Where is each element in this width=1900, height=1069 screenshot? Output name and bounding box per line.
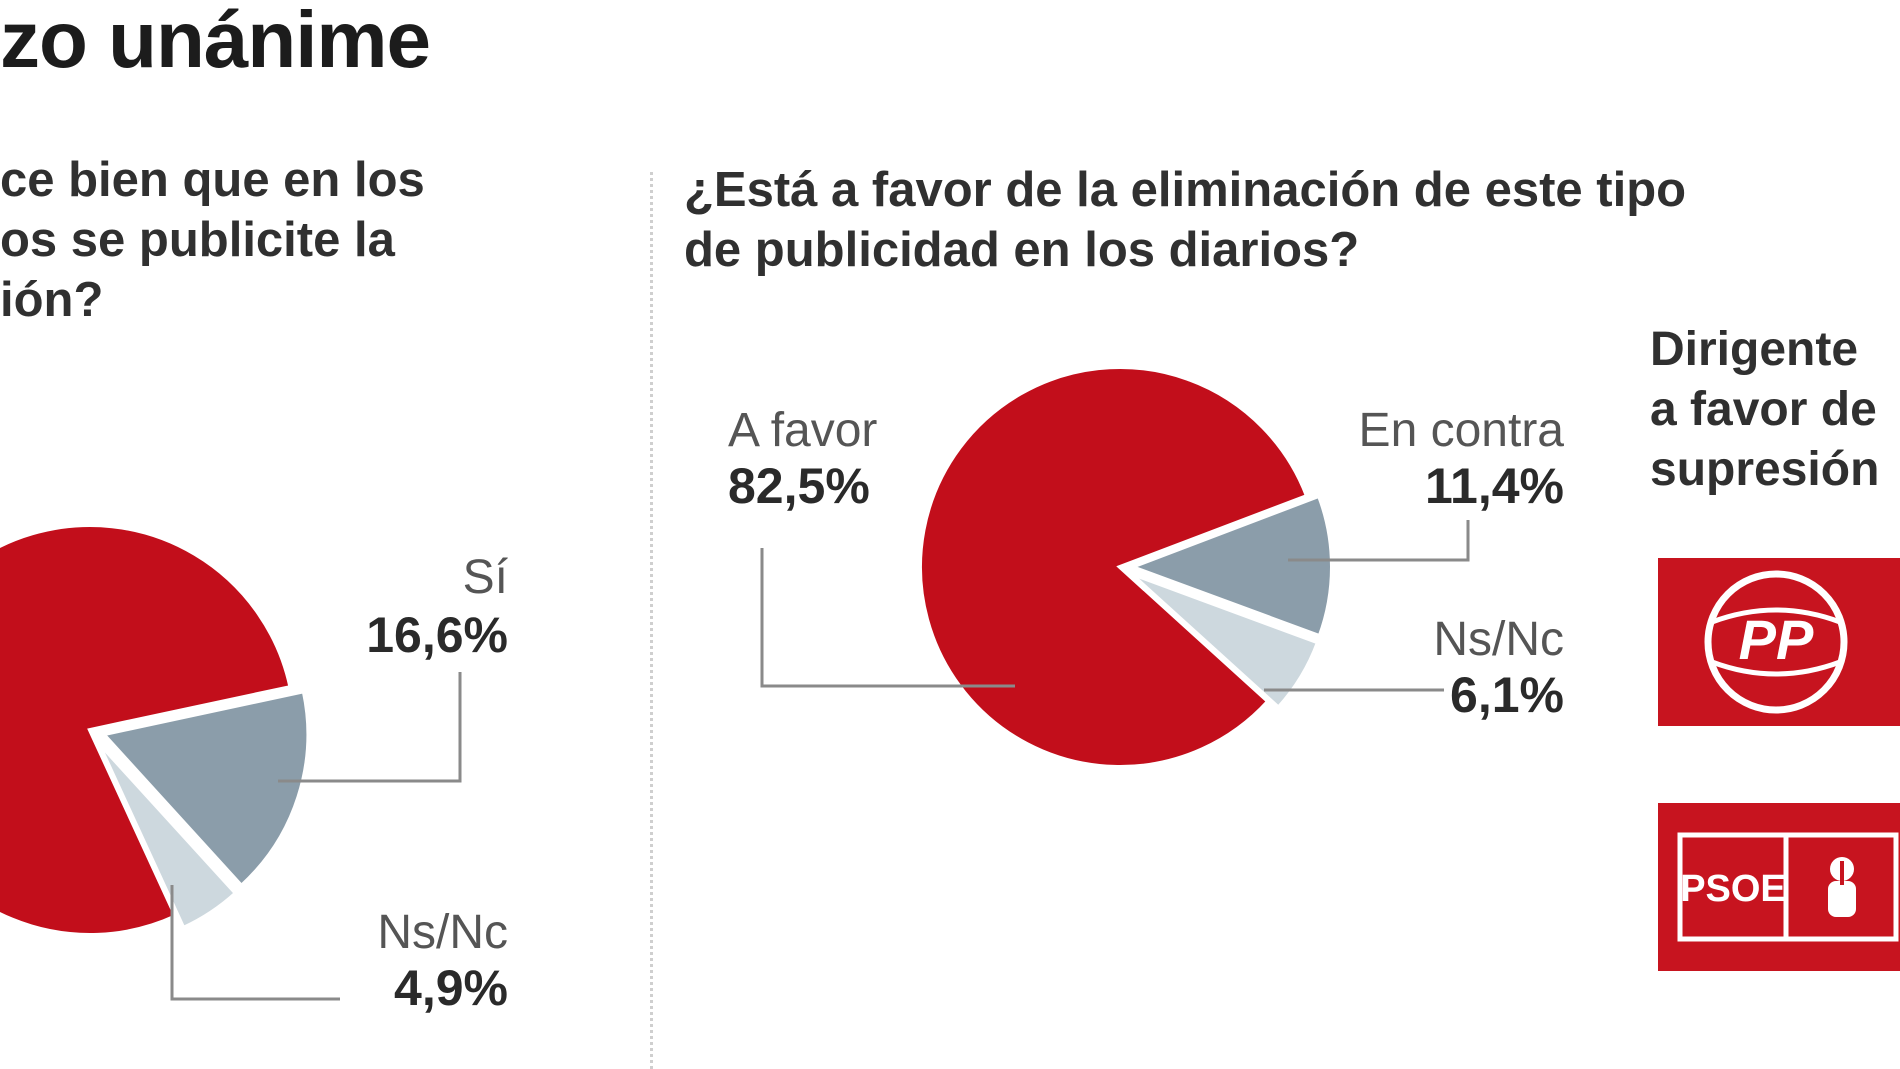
slice-label-si: Sí [463, 551, 509, 604]
slice-label-a-favor: A favor [728, 404, 877, 457]
slice-value-nsnc-left: 4,9% [394, 960, 508, 1016]
column-divider [650, 172, 653, 1069]
right-question-line: de publicidad en los diarios? [684, 223, 1360, 277]
slice-value-nsnc-right: 6,1% [1450, 667, 1564, 723]
left-question-line: ce bien que en los [0, 153, 425, 207]
pp-logo-text: PP [1739, 608, 1814, 671]
sidebar-heading-line: Dirigente [1650, 323, 1859, 376]
sidebar-heading-line: a favor de [1650, 383, 1877, 436]
slice-no [0, 523, 293, 937]
slice-label-en-contra: En contra [1359, 404, 1565, 457]
pie-chart-right [918, 365, 1334, 769]
rose-fist-icon [1828, 857, 1856, 917]
slice-value-a-favor: 82,5% [728, 458, 870, 514]
leader-line-si [278, 672, 462, 783]
slice-si [99, 688, 311, 889]
leader-line-a-favor [760, 548, 1015, 688]
leader-line-nsnc-left [170, 885, 340, 1001]
slice-nsnc-right [1128, 571, 1321, 711]
psoe-logo-text: PSOE [1680, 868, 1786, 910]
sidebar-heading-line: supresión [1650, 443, 1880, 496]
slice-value-en-contra: 11,4% [1425, 458, 1564, 514]
left-question-line: os se publicite la [0, 213, 395, 267]
page-title: zo unánime [0, 0, 431, 84]
pp-logo: PP [1658, 558, 1900, 726]
left-question-line: ión? [0, 273, 104, 327]
psoe-logo-mark: PSOE [1677, 832, 1899, 942]
slice-a-favor [918, 365, 1310, 769]
right-question: ¿Está a favor de la eliminación de este … [684, 160, 1686, 280]
right-question-line: ¿Está a favor de la eliminación de este … [684, 163, 1687, 217]
slice-label-nsnc-right: Ns/Nc [1433, 613, 1564, 666]
leader-line-en-contra [1288, 520, 1470, 562]
slice-nsnc-left [95, 740, 239, 931]
slice-en-contra [1126, 493, 1334, 639]
slice-value-si: 16,6% [366, 607, 508, 663]
slice-label-nsnc-left: Ns/Nc [377, 906, 508, 959]
pie-chart-left [0, 523, 311, 937]
pp-logo-mark: PP [1704, 570, 1848, 714]
psoe-logo: PSOE [1658, 803, 1900, 971]
left-question: ce bien que en los os se publicite la ió… [0, 150, 425, 330]
sidebar-heading: Dirigente a favor de supresión [1650, 320, 1879, 500]
